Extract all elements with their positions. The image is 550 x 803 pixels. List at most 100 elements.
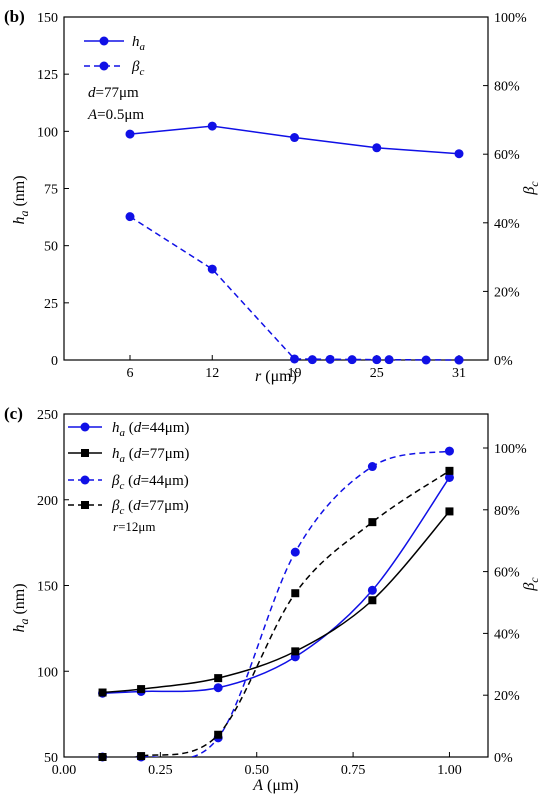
- plot-frame-b: [63, 16, 489, 361]
- y-tick-label-right: 80%: [494, 504, 520, 519]
- annotation-c-r: r=12μm: [113, 519, 155, 534]
- y-axis-left-b: 0 25 50 75 100 125 150: [37, 11, 69, 369]
- data-point-b-extra: [325, 354, 335, 364]
- y-tick-label-left: 150: [37, 11, 58, 26]
- y-tick-label-left: 100: [37, 125, 58, 140]
- data-point-b-extra: [384, 355, 394, 365]
- legend-item-b-beta: βc: [84, 59, 144, 78]
- y-tick-label-left: 50: [44, 751, 58, 766]
- series-line-c-1: [102, 510, 451, 694]
- legend-label-c-ha44: ha (d=44μm): [112, 420, 189, 439]
- data-point-c-1: [368, 596, 377, 605]
- x-axis-title-c: A (μm): [252, 777, 298, 794]
- y-tick-label-left: 50: [44, 240, 58, 255]
- y-tick-label-left: 250: [37, 408, 58, 423]
- legend-label-b-ha: ha: [132, 34, 146, 53]
- data-point-b-1: [372, 355, 382, 365]
- series-group-c: [98, 446, 454, 762]
- y-axis-right-b: 0% 20% 40% 60% 80% 100%: [483, 11, 527, 369]
- legend-label-c-beta44: βc (d=44μm): [111, 473, 189, 492]
- y-tick-label-left: 75: [44, 183, 58, 198]
- data-point-b-0: [125, 129, 135, 139]
- y-tick-label-right: 100%: [494, 442, 527, 457]
- data-point-b-0: [290, 133, 299, 143]
- y-axis-title-left-c: ha (nm): [11, 583, 31, 632]
- panel-label-c: (c): [4, 404, 23, 423]
- x-axis-c: 0.00 0.25 0.50 0.75 1.00: [52, 752, 462, 778]
- y-axis-title-right-c: βc: [521, 577, 541, 592]
- legend-label-c-ha77: ha (d=77μm): [112, 446, 189, 465]
- data-point-c-3: [137, 752, 146, 761]
- legend-item-c-ha77: ha (d=77μm): [68, 446, 189, 465]
- y-axis-left-c: 50 100 150 200 250: [37, 408, 69, 766]
- data-point-b-1: [125, 212, 135, 222]
- data-point-c-3: [214, 730, 223, 739]
- y-tick-label-right: 0%: [494, 751, 513, 766]
- y-tick-label-right: 40%: [494, 217, 520, 232]
- y-axis-title-right-b: βc: [521, 181, 541, 196]
- data-point-b-0: [372, 143, 382, 153]
- data-point-c-1: [445, 507, 454, 516]
- y-tick-label-left: 25: [44, 297, 58, 312]
- data-point-c-3: [368, 518, 377, 527]
- y-tick-label-right: 0%: [494, 354, 513, 369]
- x-tick-label: 1.00: [437, 763, 462, 778]
- series-line-c-3: [102, 470, 450, 757]
- y-tick-label-left: 0: [51, 354, 58, 369]
- data-point-b-0: [454, 149, 464, 159]
- y-tick-label-right: 20%: [494, 689, 520, 704]
- data-point-b-extra: [454, 355, 464, 365]
- x-tick-label: 0.25: [148, 763, 173, 778]
- x-tick-label: 0.75: [341, 763, 366, 778]
- panel-label-b: (b): [4, 7, 25, 26]
- y-tick-label-left: 200: [37, 494, 58, 509]
- legend-item-b-ha: ha: [84, 34, 146, 53]
- data-point-b-extra: [421, 355, 431, 365]
- chart-panel-c: (c) 50 100 150 200 250 0% 20% 40% 60% 80% 100% 0.…: [4, 404, 541, 794]
- plot-frame-c: [63, 413, 489, 758]
- y-tick-label-left: 100: [37, 665, 58, 680]
- data-point-c-1: [137, 685, 146, 694]
- y-tick-label-right: 40%: [494, 627, 520, 642]
- legend-item-c-ha44: ha (d=44μm): [68, 420, 189, 439]
- legend-marker-b-ha: [99, 36, 109, 46]
- data-point-c-1: [214, 674, 223, 683]
- data-point-c-1: [98, 688, 107, 697]
- y-axis-right-c: 0% 20% 40% 60% 80% 100%: [483, 442, 527, 766]
- data-point-c-3: [98, 753, 107, 761]
- x-axis-title-b: r (μm): [255, 368, 297, 385]
- data-point-c-2: [444, 446, 454, 456]
- legend-marker-c-ha77: [81, 449, 89, 457]
- legend-marker-c-beta44: [80, 475, 90, 485]
- y-tick-label-right: 100%: [494, 11, 527, 26]
- x-tick-label: 25: [370, 366, 384, 381]
- x-tick-label: 19: [288, 366, 302, 381]
- legend-item-c-beta77: βc (d=77μm): [68, 498, 189, 517]
- legend-marker-c-beta77: [81, 501, 89, 509]
- annotation-b-A: A=0.5μm: [87, 107, 144, 123]
- data-point-b-0: [207, 121, 217, 131]
- data-point-c-3: [445, 466, 454, 475]
- data-point-c-2: [290, 547, 300, 557]
- y-tick-label-left: 125: [37, 68, 58, 83]
- y-tick-label-right: 80%: [494, 80, 520, 95]
- x-tick-label: 0.50: [244, 763, 269, 778]
- y-tick-label-left: 150: [37, 580, 58, 595]
- annotation-b-d: d=77μm: [88, 85, 139, 101]
- data-point-c-2: [367, 462, 377, 472]
- y-tick-label-right: 60%: [494, 148, 520, 163]
- series-line-b-1: [129, 215, 460, 361]
- data-point-c-0: [367, 585, 377, 595]
- series-group-b: [125, 121, 464, 365]
- data-point-c-1: [291, 647, 300, 656]
- legend-c: ha (d=44μm) ha (d=77μm) βc (d=44μm) βc (…: [68, 420, 189, 517]
- x-tick-label: 12: [205, 366, 219, 381]
- data-point-c-3: [291, 589, 300, 598]
- data-point-b-1: [290, 354, 299, 364]
- data-point-c-0: [213, 683, 223, 693]
- data-point-c-0: [444, 472, 454, 482]
- y-tick-label-right: 20%: [494, 285, 520, 300]
- legend-marker-c-ha44: [80, 422, 90, 432]
- data-point-b-extra: [347, 355, 357, 365]
